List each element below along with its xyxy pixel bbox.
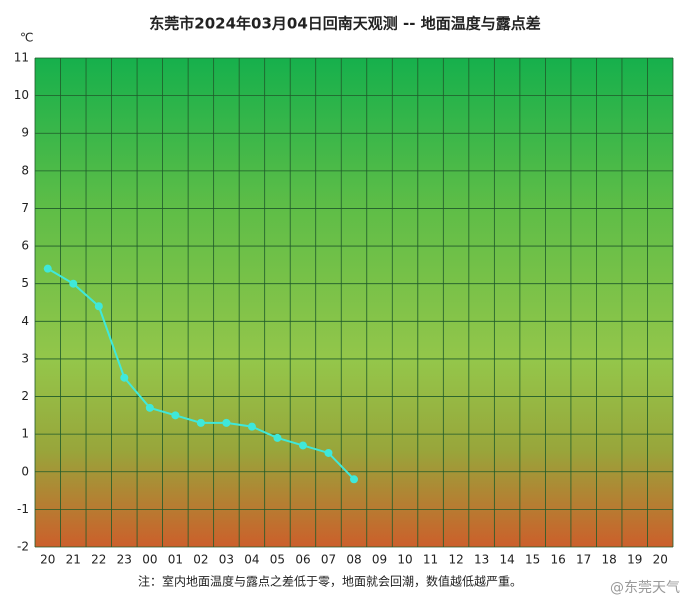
- x-tick-label: 09: [372, 553, 387, 567]
- x-tick-label: 13: [474, 553, 489, 567]
- point: [120, 373, 129, 382]
- x-tick-label: 05: [270, 553, 285, 567]
- plot-area: [35, 58, 673, 547]
- x-tick-label: 15: [525, 553, 540, 567]
- y-tick-label: 0: [21, 464, 29, 478]
- x-tick-label: 18: [602, 553, 617, 567]
- point: [273, 433, 282, 442]
- x-tick-label: 17: [576, 553, 591, 567]
- x-tick-label: 07: [321, 553, 336, 567]
- x-tick-label: 12: [448, 553, 463, 567]
- point: [222, 418, 231, 427]
- y-tick-label: 3: [21, 351, 29, 365]
- point: [69, 279, 78, 288]
- x-tick-label: 20: [653, 553, 668, 567]
- y-tick-label: 2: [21, 389, 29, 403]
- x-tick-label: 11: [423, 553, 438, 567]
- y-tick-label: 1: [21, 427, 29, 441]
- x-tick-label: 01: [168, 553, 183, 567]
- point: [171, 411, 180, 420]
- y-tick-label: 9: [21, 126, 29, 140]
- point: [324, 448, 333, 457]
- x-tick-label: 03: [219, 553, 234, 567]
- y-tick-label: 11: [14, 51, 29, 65]
- x-tick-label: 16: [551, 553, 566, 567]
- point: [196, 418, 205, 427]
- y-tick-label: -1: [17, 502, 29, 516]
- y-axis-label: ℃: [20, 31, 33, 45]
- x-tick-label: 22: [91, 553, 106, 567]
- point: [94, 302, 103, 311]
- point: [298, 441, 307, 450]
- x-tick-label: 23: [117, 553, 132, 567]
- x-tick-label: 10: [397, 553, 412, 567]
- y-tick-label: 8: [21, 163, 29, 177]
- x-tick-label: 08: [346, 553, 361, 567]
- x-tick-label: 00: [142, 553, 157, 567]
- y-tick-label: -2: [17, 540, 29, 554]
- chart-title: 东莞市2024年03月04日回南天观测 -- 地面温度与露点差: [149, 15, 540, 33]
- y-tick-label: 5: [21, 276, 29, 290]
- x-tick-label: 04: [244, 553, 259, 567]
- point: [145, 403, 154, 412]
- watermark: @东莞天气: [610, 580, 680, 596]
- point: [247, 422, 256, 431]
- x-tick-label: 19: [627, 553, 642, 567]
- x-tick-label: 14: [499, 553, 514, 567]
- y-tick-label: 6: [21, 239, 29, 253]
- x-tick-label: 21: [66, 553, 81, 567]
- y-tick-label: 4: [21, 314, 29, 328]
- y-tick-label: 7: [21, 201, 29, 215]
- x-tick-label: 02: [193, 553, 208, 567]
- point: [43, 264, 52, 273]
- x-tick-label: 06: [295, 553, 310, 567]
- x-tick-label: 20: [40, 553, 55, 567]
- point: [350, 475, 358, 484]
- note: 注：室内地面温度与露点之差低于零，地面就会回潮，数值越低越严重。: [138, 574, 522, 589]
- y-tick-label: 10: [14, 88, 29, 102]
